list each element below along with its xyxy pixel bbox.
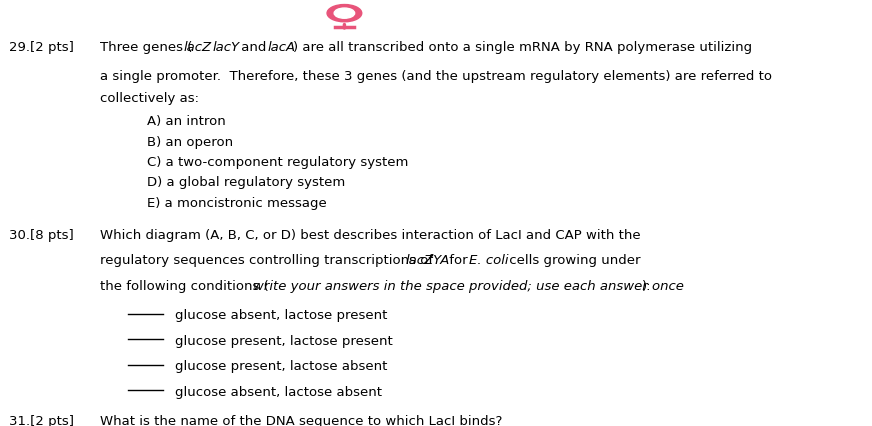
Text: E. coli: E. coli bbox=[469, 254, 509, 268]
Text: ) are all transcribed onto a single mRNA by RNA polymerase utilizing: ) are all transcribed onto a single mRNA… bbox=[293, 40, 753, 54]
Circle shape bbox=[334, 8, 355, 18]
Text: B) an operon: B) an operon bbox=[147, 135, 234, 149]
Text: and: and bbox=[237, 40, 271, 54]
Text: 30.[8 pts]: 30.[8 pts] bbox=[10, 229, 74, 242]
Text: for: for bbox=[446, 254, 472, 268]
Text: collectively as:: collectively as: bbox=[100, 92, 199, 105]
Text: E) a moncistronic message: E) a moncistronic message bbox=[147, 197, 327, 210]
Text: write your answers in the space provided; use each answer once: write your answers in the space provided… bbox=[253, 280, 684, 293]
Text: 31.[2 pts]: 31.[2 pts] bbox=[10, 415, 74, 426]
Circle shape bbox=[327, 5, 362, 22]
Text: lacZYA: lacZYA bbox=[405, 254, 449, 268]
Text: glucose present, lactose absent: glucose present, lactose absent bbox=[175, 360, 387, 373]
Text: Which diagram (A, B, C, or D) best describes interaction of LacI and CAP with th: Which diagram (A, B, C, or D) best descr… bbox=[100, 229, 641, 242]
Text: 29.[2 pts]: 29.[2 pts] bbox=[10, 40, 74, 54]
Text: D) a global regulatory system: D) a global regulatory system bbox=[147, 176, 345, 189]
Text: a single promoter.  Therefore, these 3 genes (and the upstream regulatory elemen: a single promoter. Therefore, these 3 ge… bbox=[100, 70, 772, 83]
Text: lacA: lacA bbox=[268, 40, 296, 54]
Text: cells growing under: cells growing under bbox=[505, 254, 641, 268]
Text: regulatory sequences controlling transcriptions of: regulatory sequences controlling transcr… bbox=[100, 254, 438, 268]
Text: A) an intron: A) an intron bbox=[147, 115, 226, 128]
Text: glucose absent, lactose present: glucose absent, lactose present bbox=[175, 309, 387, 322]
Text: the following conditions (: the following conditions ( bbox=[100, 280, 269, 293]
Text: Three genes (: Three genes ( bbox=[100, 40, 193, 54]
Text: C) a two-component regulatory system: C) a two-component regulatory system bbox=[147, 156, 409, 169]
Text: What is the name of the DNA sequence to which LacI binds?  _______________: What is the name of the DNA sequence to … bbox=[100, 415, 610, 426]
Text: glucose absent, lactose absent: glucose absent, lactose absent bbox=[175, 386, 382, 399]
Text: lacZ: lacZ bbox=[183, 40, 212, 54]
Text: glucose present, lactose present: glucose present, lactose present bbox=[175, 335, 392, 348]
Text: lacY: lacY bbox=[213, 40, 240, 54]
Text: ):: ): bbox=[642, 280, 651, 293]
